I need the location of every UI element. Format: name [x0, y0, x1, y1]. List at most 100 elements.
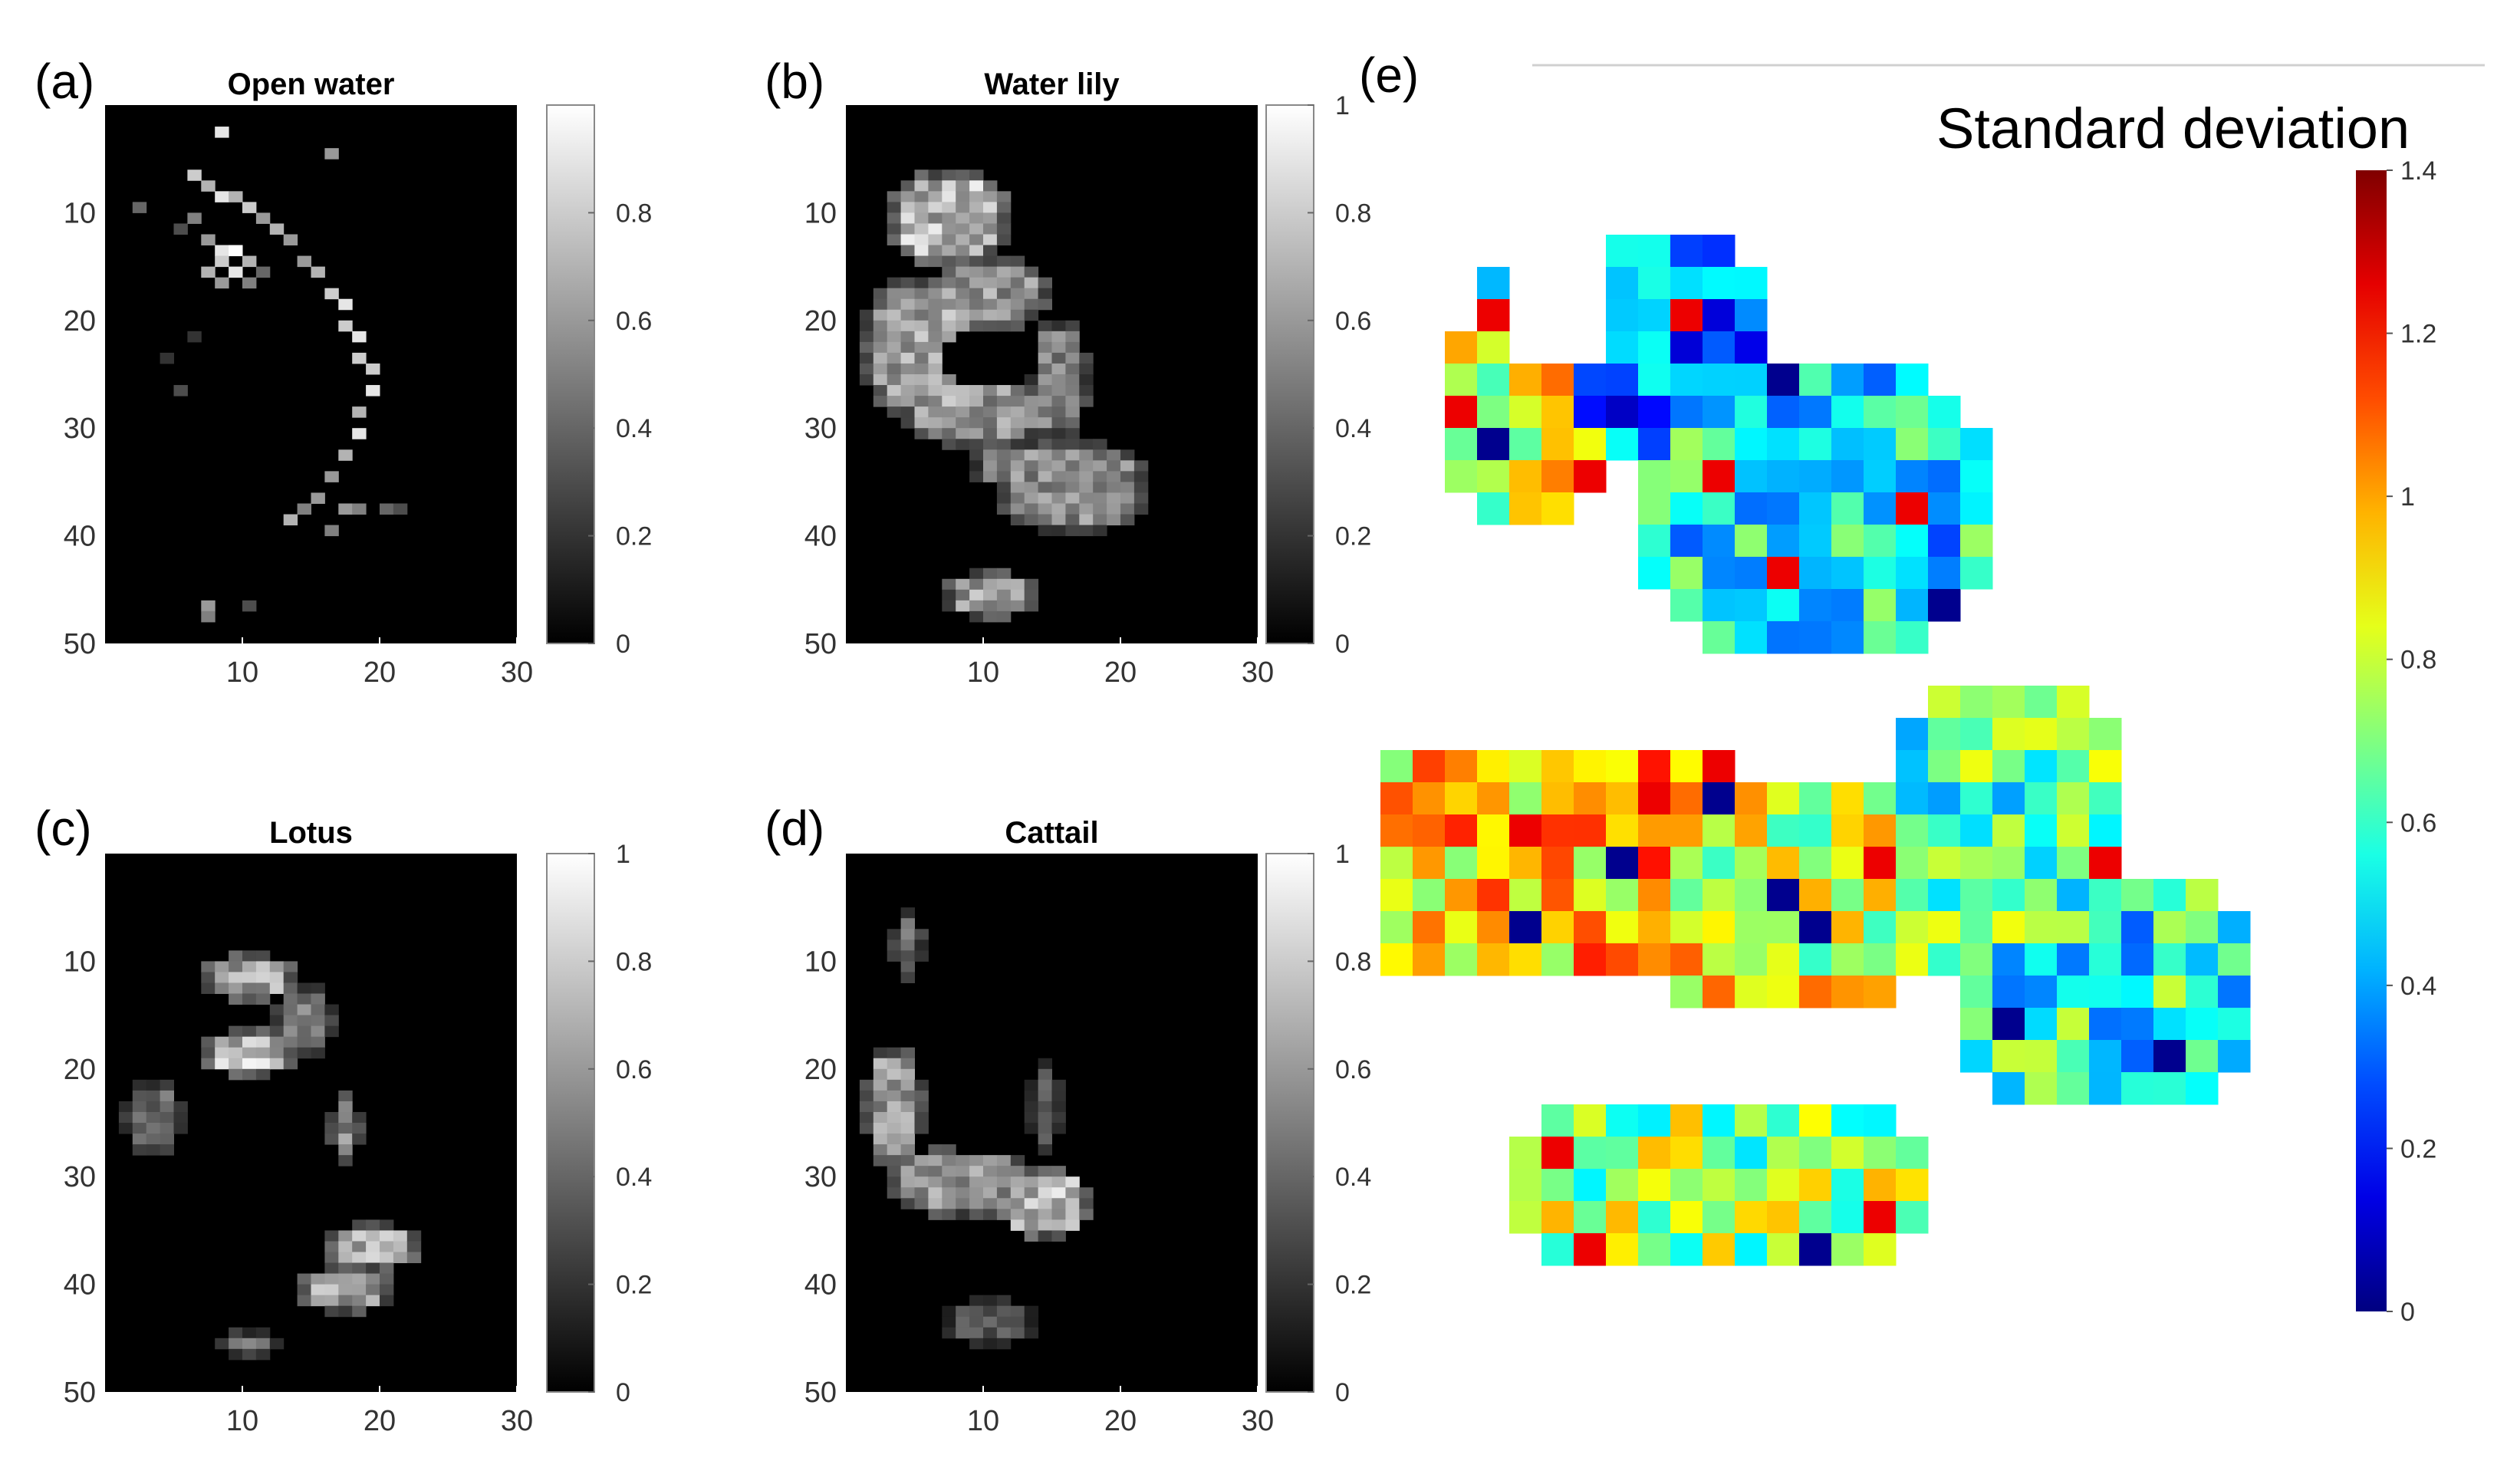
- cell: [2153, 943, 2186, 976]
- cell: [942, 1144, 956, 1156]
- cell: [1896, 621, 1929, 654]
- cell: [380, 1284, 394, 1296]
- x-tick-label: 20: [364, 1405, 396, 1437]
- cell: [229, 972, 243, 983]
- cell: [324, 148, 339, 160]
- cell: [2089, 750, 2122, 783]
- cell: [1093, 460, 1107, 472]
- cell: [928, 396, 943, 407]
- cell: [146, 1111, 161, 1124]
- cell: [1051, 417, 1066, 429]
- cell: [1079, 460, 1094, 472]
- cell: [873, 341, 888, 354]
- cell: [969, 439, 984, 450]
- cell: [914, 396, 929, 407]
- cell: [1509, 943, 1542, 976]
- cell: [942, 1155, 956, 1166]
- cell: [1864, 557, 1897, 590]
- cell: [914, 202, 929, 213]
- cell: [1928, 589, 1961, 622]
- cell: [969, 1295, 984, 1307]
- cell: [187, 169, 202, 181]
- cell: [1477, 782, 1510, 815]
- cell: [1638, 1137, 1671, 1170]
- cell: [928, 212, 943, 224]
- cell: [873, 352, 888, 364]
- cell: [352, 503, 367, 515]
- cell: [324, 1004, 339, 1016]
- cell: [900, 180, 915, 192]
- cell: [187, 331, 202, 343]
- cell: [1670, 428, 1703, 461]
- cell: [1638, 525, 1671, 558]
- cell: [1065, 492, 1080, 504]
- cell: [887, 1166, 902, 1177]
- cell: [132, 202, 147, 213]
- cell: [1896, 1201, 1929, 1234]
- cell: [380, 1295, 394, 1307]
- cell: [366, 1284, 380, 1296]
- cell: [242, 1068, 257, 1081]
- cell: [873, 374, 888, 386]
- cells: [118, 950, 422, 1361]
- cell: [1735, 879, 1768, 912]
- cell: [983, 439, 998, 450]
- cell: [914, 320, 929, 332]
- cell: [1051, 471, 1066, 482]
- cell: [1541, 364, 1574, 397]
- cell: [1799, 943, 1832, 976]
- cell: [1413, 943, 1446, 976]
- cell: [1767, 1233, 1800, 1266]
- colorbar-tick-label: 0.2: [1335, 522, 1371, 551]
- cell: [269, 223, 285, 235]
- cell: [1606, 814, 1639, 847]
- cell: [242, 1327, 257, 1339]
- cell: [1051, 525, 1066, 537]
- cell: [215, 1338, 229, 1350]
- cell: [283, 993, 298, 1005]
- cell: [297, 1047, 311, 1059]
- cell: [956, 417, 970, 429]
- cell: [1799, 525, 1832, 558]
- cell: [1445, 750, 1478, 783]
- cell: [366, 1230, 380, 1242]
- cell: [1896, 364, 1929, 397]
- cell: [255, 1058, 271, 1070]
- cell: [1380, 782, 1413, 815]
- cell: [1038, 482, 1052, 493]
- cell: [969, 309, 984, 321]
- cell: [887, 288, 902, 300]
- cell: [887, 1079, 902, 1091]
- cell: [1606, 1169, 1639, 1202]
- cell: [1992, 879, 2025, 912]
- cell: [352, 1123, 367, 1134]
- cell: [311, 266, 325, 278]
- cell: [1703, 814, 1735, 847]
- cell: [1509, 396, 1542, 429]
- cell: [1477, 396, 1510, 429]
- cell: [311, 1047, 325, 1059]
- cell: [1670, 267, 1703, 300]
- cell: [2153, 911, 2186, 944]
- cell: [914, 929, 929, 940]
- cell: [1541, 1137, 1574, 1170]
- cell: [324, 1111, 339, 1124]
- cell: [900, 1198, 915, 1209]
- cell: [1038, 417, 1052, 429]
- colorbar: [2356, 170, 2387, 1311]
- cell: [1010, 482, 1025, 493]
- cell: [1799, 879, 1832, 912]
- cell: [1767, 1169, 1800, 1202]
- cell: [942, 180, 956, 192]
- cell: [1038, 1219, 1052, 1231]
- cell: [873, 1047, 888, 1059]
- cell: [2057, 1008, 2090, 1041]
- cell: [2025, 911, 2058, 944]
- cell: [1606, 235, 1639, 268]
- cell: [956, 191, 970, 202]
- cell: [1606, 364, 1639, 397]
- cell: [1010, 288, 1025, 300]
- colorbar-tick-label: 0: [1335, 1378, 1350, 1407]
- cell: [146, 1079, 161, 1091]
- cell: [1767, 364, 1800, 397]
